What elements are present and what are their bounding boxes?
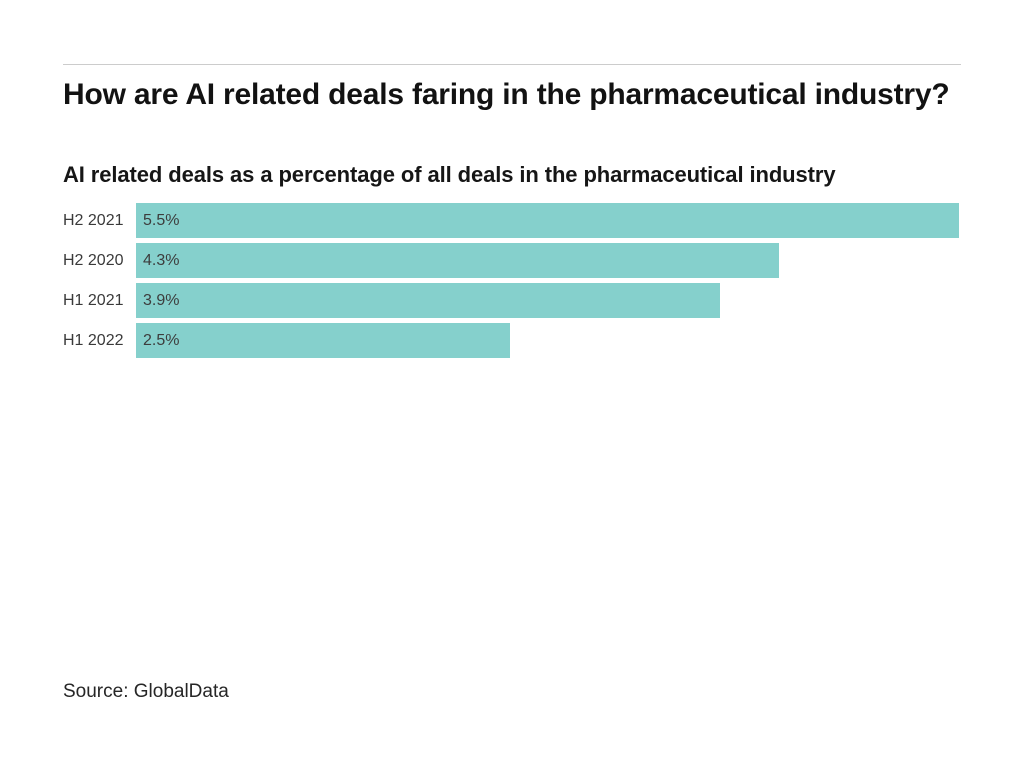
page-title: How are AI related deals faring in the p… (63, 78, 950, 111)
chart-row: H1 2021 3.9% (63, 283, 961, 318)
category-label: H1 2022 (63, 332, 124, 349)
bar-chart: H2 2021 5.5% H2 2020 4.3% H1 2021 3.9% H1 2022… (63, 203, 961, 363)
chart-subtitle: AI related deals as a percentage of all … (63, 162, 836, 187)
header-divider (63, 64, 961, 65)
chart-row: H2 2021 5.5% (63, 203, 961, 238)
category-label: H2 2021 (63, 212, 124, 229)
value-label: 2.5% (143, 331, 180, 349)
bar: 5.5% (136, 203, 959, 238)
bar: 2.5% (136, 323, 510, 358)
source-attribution: Source: GlobalData (63, 681, 229, 702)
value-label: 5.5% (143, 211, 180, 229)
category-label: H2 2020 (63, 252, 124, 269)
category-label: H1 2021 (63, 292, 124, 309)
bar: 4.3% (136, 243, 779, 278)
chart-row: H1 2022 2.5% (63, 323, 961, 358)
value-label: 4.3% (143, 251, 180, 269)
chart-row: H2 2020 4.3% (63, 243, 961, 278)
bar: 3.9% (136, 283, 720, 318)
value-label: 3.9% (143, 291, 180, 309)
